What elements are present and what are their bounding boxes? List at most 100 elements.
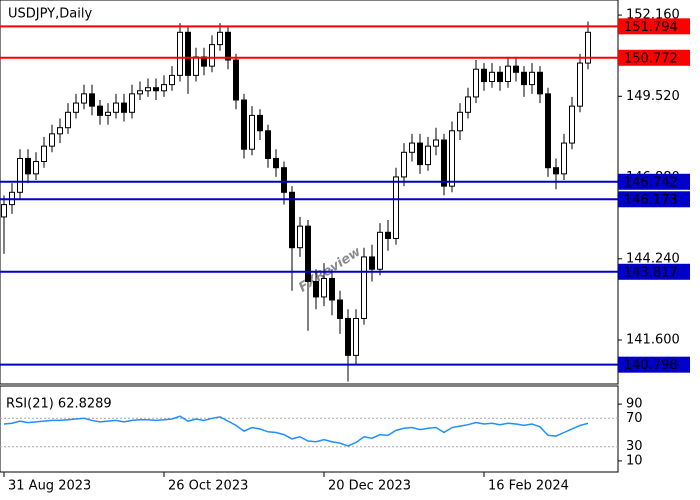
candle-body xyxy=(185,31,191,76)
candle-body xyxy=(481,68,487,83)
level-label: 151.794 xyxy=(624,20,678,35)
y-tick-label: 70 xyxy=(626,411,643,426)
candle-body xyxy=(385,231,391,239)
candle-body xyxy=(57,127,63,135)
x-tick-label: 31 Aug 2023 xyxy=(8,479,91,494)
candle-body xyxy=(393,176,399,239)
candle-body xyxy=(305,225,311,283)
level-label: 140.798 xyxy=(624,358,678,373)
candle-body xyxy=(89,93,95,107)
candle-body xyxy=(577,62,583,107)
candle-body xyxy=(409,142,415,153)
candle-body xyxy=(41,145,47,163)
y-tick-label: 144.240 xyxy=(626,251,680,266)
candle-body xyxy=(97,105,103,116)
candle-body xyxy=(513,65,519,73)
level-label-bg xyxy=(618,49,690,66)
candle-body xyxy=(377,231,383,270)
candle-body xyxy=(313,281,319,298)
candle-body xyxy=(169,74,175,86)
candle-body xyxy=(209,44,215,67)
level-label-bg xyxy=(618,263,690,280)
level-label: 146.742 xyxy=(624,175,678,190)
candle-body xyxy=(17,157,23,193)
candle-body xyxy=(297,225,303,249)
candle-body xyxy=(545,93,551,169)
candle-body xyxy=(33,161,39,175)
candle-body xyxy=(345,317,351,356)
candle-body xyxy=(217,31,223,46)
candle-body xyxy=(529,71,535,86)
level-label: 150.772 xyxy=(624,51,678,66)
candle-body xyxy=(457,111,463,132)
candle-body xyxy=(129,93,135,113)
candle-body xyxy=(329,277,335,301)
candle-body xyxy=(289,191,295,249)
y-tick-label: 149.520 xyxy=(626,89,680,104)
candle-body xyxy=(489,71,495,83)
candle-body xyxy=(249,114,255,150)
candle-body xyxy=(473,68,479,98)
x-tick-label: 26 Oct 2023 xyxy=(168,479,248,494)
candle-body xyxy=(441,139,447,187)
candle-body xyxy=(161,84,167,92)
candle-body xyxy=(153,87,159,92)
level-label: 146.173 xyxy=(624,193,678,208)
candle-body xyxy=(553,167,559,175)
candle-body xyxy=(193,56,199,76)
candle-body xyxy=(497,71,503,83)
candle-body xyxy=(49,133,55,147)
candle-body xyxy=(361,256,367,319)
candle-body xyxy=(353,317,359,356)
candle-body xyxy=(225,31,231,61)
candle-body xyxy=(561,142,567,175)
x-tick-label: 20 Dec 2023 xyxy=(328,479,411,494)
candle-body xyxy=(425,145,431,166)
y-tick-label: 90 xyxy=(626,397,643,412)
candle-body xyxy=(73,102,79,113)
candle-body xyxy=(521,71,527,86)
rsi-title: RSI(21) 62.8289 xyxy=(6,397,112,412)
chart-title: USDJPY,Daily xyxy=(8,7,92,22)
rsi-panel xyxy=(0,385,619,473)
candle-body xyxy=(1,204,7,218)
y-tick-label: 30 xyxy=(626,439,643,454)
candle-body xyxy=(569,105,575,144)
level-label-bg xyxy=(618,173,690,190)
candle-body xyxy=(265,130,271,159)
candle-body xyxy=(401,151,407,178)
candle-body xyxy=(137,90,143,95)
candle-body xyxy=(273,157,279,169)
candle-body xyxy=(81,93,87,104)
candle-body xyxy=(585,31,591,64)
candle-body xyxy=(433,139,439,147)
rsi-line xyxy=(3,415,589,447)
candle-body xyxy=(257,114,263,132)
level-label-bg xyxy=(618,356,690,373)
candle-body xyxy=(369,256,375,270)
candle-body xyxy=(177,31,183,76)
level-label-bg xyxy=(618,191,690,208)
candle-body xyxy=(121,102,127,113)
candle-body xyxy=(281,167,287,193)
candle-body xyxy=(465,96,471,113)
candle-body xyxy=(449,130,455,187)
level-label: 143.817 xyxy=(624,265,678,280)
candle-body xyxy=(233,59,239,101)
x-tick-label: 16 Feb 2024 xyxy=(488,479,569,494)
candle-body xyxy=(417,142,423,166)
level-label-bg xyxy=(618,18,690,35)
candle-body xyxy=(105,111,111,116)
candle-body xyxy=(337,299,343,319)
y-tick-label: 10 xyxy=(626,453,643,468)
candle-body xyxy=(65,111,71,129)
candle-body xyxy=(321,277,327,298)
candle-body xyxy=(113,102,119,113)
candle-body xyxy=(25,157,31,175)
y-tick-label: 141.600 xyxy=(626,333,680,348)
candle-body xyxy=(537,71,543,95)
candle-body xyxy=(505,65,511,83)
candle-body xyxy=(241,99,247,150)
